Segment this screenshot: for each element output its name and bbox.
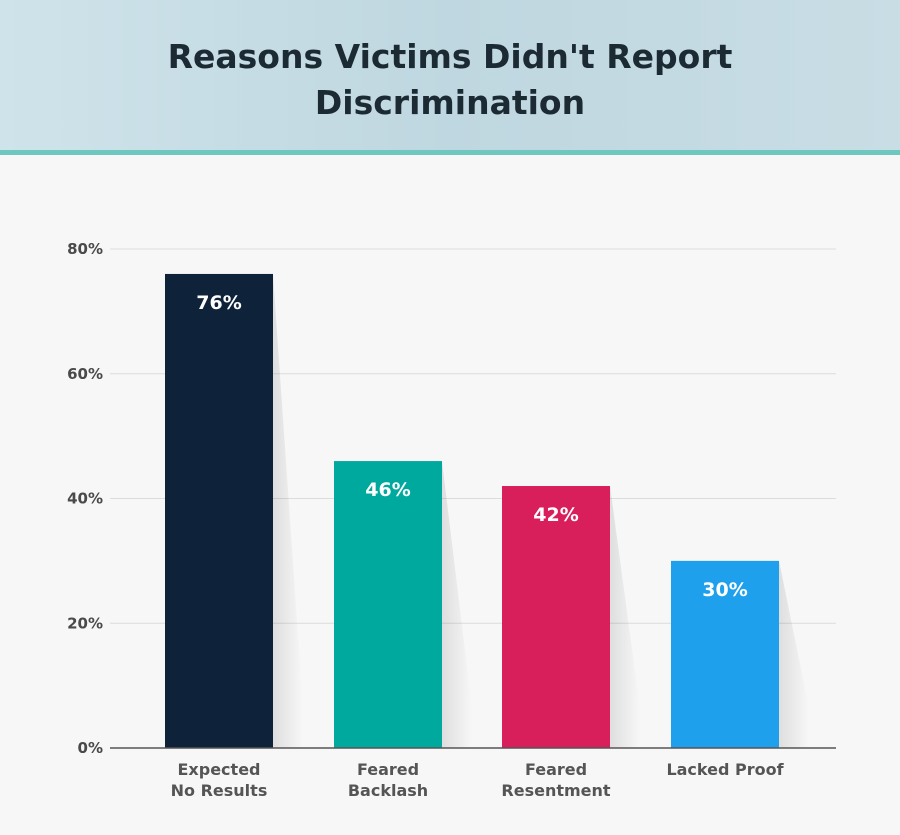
bars: [165, 273, 779, 748]
y-tick-label: 60%: [67, 365, 103, 383]
y-tick-label: 0%: [78, 739, 103, 757]
category-label: Backlash: [348, 781, 428, 800]
header-rule: [0, 150, 900, 155]
category-label: Expected: [178, 760, 261, 779]
bar: [502, 486, 610, 748]
bar-value-label: 46%: [365, 479, 410, 501]
chart-title-line-1: Reasons Victims Didn't Report: [167, 37, 733, 76]
bar-shadow: [442, 461, 472, 748]
y-tick-labels: 0% 20% 40% 60% 80%: [67, 240, 103, 757]
bar-value-label: 42%: [533, 504, 578, 526]
bar-shadow: [779, 560, 809, 748]
category-label: Lacked Proof: [666, 760, 784, 779]
category-labels: Expected No Results Feared Backlash Feared Re…: [171, 760, 785, 800]
bar: [165, 273, 273, 748]
bar: [671, 560, 779, 748]
bar-value-label: 30%: [702, 579, 747, 601]
value-labels: 76% 46% 42% 30%: [196, 292, 747, 601]
header-band: [0, 0, 900, 150]
bar-value-label: 76%: [196, 292, 241, 314]
bar-shadow: [610, 486, 640, 748]
category-label: Feared: [357, 760, 419, 779]
chart-title: Reasons Victims Didn't Report Discrimina…: [0, 34, 900, 126]
bar: [334, 461, 442, 748]
y-tick-label: 40%: [67, 490, 103, 508]
bar-shadows: [273, 273, 809, 748]
y-tick-label: 20%: [67, 614, 103, 632]
category-label: Resentment: [501, 781, 611, 800]
category-label: No Results: [171, 781, 268, 800]
bar-shadow: [273, 273, 303, 748]
category-label: Feared: [525, 760, 587, 779]
y-tick-label: 80%: [67, 240, 103, 258]
chart-title-line-2: Discrimination: [314, 83, 586, 122]
